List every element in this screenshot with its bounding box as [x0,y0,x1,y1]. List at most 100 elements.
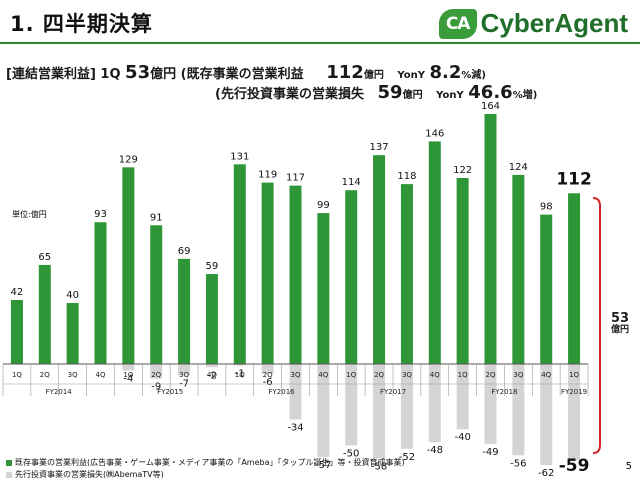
investment-business-unit: 億円 [402,90,423,101]
bar-investment-loss [456,364,469,430]
data-label-existing-profit: 146 [425,128,444,139]
page-number: 5 [625,461,632,472]
subtitle-line-1: [連結営業利益] 1Q 53億円 (既存事業の営業利益 112億円 YonY 8… [6,62,486,83]
data-label-investment-loss: -1 [235,369,245,380]
data-label-existing-profit: 42 [11,287,24,298]
x-tick-label: 1Q [235,371,245,379]
investment-yoy-value: 46.6 [468,82,513,103]
data-label-investment-loss: -49 [482,447,498,458]
data-label-existing-profit: 65 [38,252,51,263]
data-label-investment-loss: -9 [151,382,161,393]
x-tick-label: 1Q [123,371,133,379]
data-label-investment-loss: -48 [427,445,443,456]
consolidated-profit-unit: 億円 [150,67,177,82]
bar-existing-profit [540,214,553,364]
page-title: 1. 四半期決算 [10,12,153,36]
data-label-existing-profit: 131 [230,151,249,162]
data-label-existing-profit: 112 [556,169,592,189]
bar-investment-loss [233,364,246,366]
data-label-investment-loss: -58 [371,462,387,473]
fiscal-year-label: FY2017 [380,388,406,396]
x-tick-label: 2Q [40,371,50,379]
legend-label-investment: 先行投資事業の営業損失(㈱AbemaTV等) [15,470,164,479]
unit-label: 単位:億円 [12,210,47,219]
legend-swatch-investment [6,471,12,478]
x-tick-label: 2Q [263,371,273,379]
data-label-existing-profit: 40 [66,290,79,301]
x-tick-label: 4Q [207,371,217,379]
bar-existing-profit [94,222,107,364]
data-label-investment-loss: -40 [454,432,470,443]
data-label-investment-loss: -59 [559,456,590,476]
bar-existing-profit [150,225,163,364]
bar-existing-profit [345,190,358,364]
investment-yoy-label: YonY [436,90,464,101]
investment-yoy-suffix: %増) [512,90,538,101]
bar-existing-profit [10,299,23,364]
bar-investment-loss [540,364,553,466]
existing-business-label: (既存事業の営業利益 [180,67,304,82]
bar-investment-loss [568,364,581,461]
legend-item-investment: 先行投資事業の営業損失(㈱AbemaTV等) [6,469,164,480]
bar-existing-profit [317,213,330,364]
data-label-existing-profit: 137 [370,142,389,153]
logo-mark-icon: CA [438,8,477,39]
bar-existing-profit [568,193,581,364]
annotation-total: 53 億円 [611,312,629,335]
bar-investment-loss [345,364,358,446]
data-label-investment-loss: -6 [263,377,273,388]
bar-existing-profit [261,182,274,364]
x-tick-label: 1Q [12,371,22,379]
x-tick-label: 2Q [374,371,384,379]
investment-business-value: 59 [377,82,403,103]
data-label-existing-profit: 59 [206,261,219,272]
data-label-existing-profit: 124 [509,162,528,173]
bar-existing-profit [122,167,135,364]
consolidated-profit-value: 53 [125,62,151,83]
legend-item-existing: 既存事業の営業利益(広告事業・ゲーム事業・メディア事業の「Ameba」「タップル… [6,457,405,468]
subtitle-line-2: (先行投資事業の営業損失 59億円 YonY 46.6%増) [215,82,537,103]
data-label-existing-profit: 119 [258,170,277,181]
existing-yoy-value: 8.2 [429,62,462,83]
legend-label-existing: 既存事業の営業利益(広告事業・ゲーム事業・メディア事業の「Ameba」「タップル… [15,458,405,467]
data-label-existing-profit: 122 [453,165,472,176]
x-tick-label: 2Q [151,371,161,379]
bar-investment-loss [512,364,525,456]
bar-existing-profit [233,164,246,364]
existing-yoy-suffix: %減) [461,70,486,81]
subtitle-prefix: [連結営業利益] 1Q [6,67,121,82]
title-divider [0,42,640,44]
data-label-investment-loss: -34 [287,422,303,433]
fiscal-year-label: FY2016 [269,388,296,396]
x-tick-label: 4Q [430,371,440,379]
x-tick-label: 3Q [513,371,523,379]
bar-investment-loss [122,364,135,371]
bar-existing-profit [428,141,441,364]
bar-existing-profit [205,274,218,364]
data-label-existing-profit: 164 [481,101,500,112]
annotation-unit: 億円 [611,324,630,335]
x-tick-label: 2Q [486,371,496,379]
bar-existing-profit [400,184,413,364]
total-bracket [592,197,601,454]
data-label-investment-loss: -4 [123,374,133,385]
x-tick-label: 1Q [458,371,468,379]
data-label-investment-loss: -50 [343,449,359,460]
x-tick-label: 3Q [402,371,412,379]
bar-investment-loss [150,364,163,379]
fiscal-year-label: FY2018 [491,388,517,396]
bar-investment-loss [261,364,274,374]
fiscal-year-label: FY2019 [561,388,587,396]
x-tick-label: 3Q [179,371,189,379]
data-label-existing-profit: 69 [178,246,191,257]
data-label-existing-profit: 129 [119,154,138,165]
bar-existing-profit [373,155,386,364]
legend-swatch-existing [6,459,12,466]
fiscal-year-label: FY2014 [46,388,73,396]
x-tick-label: 1Q [346,371,356,379]
bar-existing-profit [289,185,302,364]
bar-existing-profit [512,174,525,364]
x-tick-label: 4Q [96,371,106,379]
existing-yoy-label: YonY [397,70,425,81]
